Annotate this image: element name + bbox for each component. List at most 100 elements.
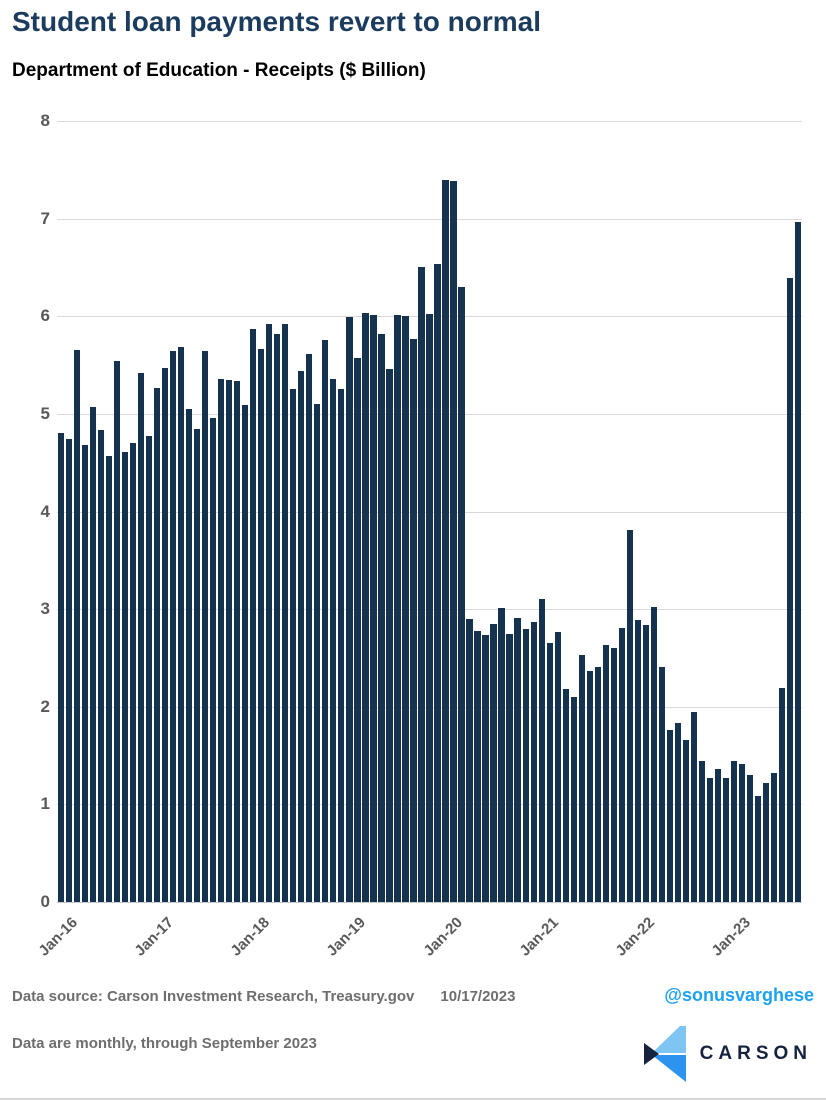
- y-tick-label: 8: [40, 111, 50, 130]
- x-tick-label: Jan-22: [612, 914, 658, 960]
- bar: [442, 179, 449, 902]
- carson-logo-icon: [643, 1026, 686, 1082]
- bar: [250, 328, 257, 902]
- bar: [218, 378, 225, 902]
- bar: [506, 633, 513, 902]
- x-tick-label: Jan-20: [419, 914, 466, 960]
- bar: [602, 645, 609, 902]
- bar: [89, 407, 97, 902]
- x-tick-label: Jan-17: [131, 914, 178, 960]
- bar: [266, 324, 273, 902]
- x-tick-label: Jan-19: [323, 914, 370, 960]
- bar: [362, 313, 369, 902]
- bar: [194, 428, 201, 902]
- bar: [634, 619, 641, 902]
- bar: [514, 617, 521, 902]
- bar: [178, 346, 185, 902]
- bar: [186, 409, 193, 902]
- y-tick-label: 1: [40, 794, 50, 814]
- bar: [722, 778, 729, 902]
- bar: [562, 689, 569, 902]
- bar: [554, 631, 561, 902]
- twitter-handle: @sonusvarghese: [664, 985, 814, 1005]
- bar: [738, 764, 746, 902]
- bar: [770, 773, 778, 902]
- bar: [458, 286, 465, 902]
- bar: [754, 795, 762, 902]
- bar: [378, 333, 385, 902]
- bar: [210, 417, 217, 902]
- bar: [626, 530, 633, 902]
- bar: [322, 339, 329, 902]
- bar: [338, 388, 345, 902]
- bar: [698, 761, 705, 902]
- bar: [730, 761, 738, 902]
- x-axis-line: [57, 902, 802, 903]
- bar: [81, 445, 89, 902]
- bar: [434, 263, 441, 902]
- bar: [546, 643, 553, 902]
- bar: [226, 379, 233, 902]
- bar: [386, 368, 393, 902]
- gridline: [57, 218, 802, 220]
- bar: [306, 354, 313, 902]
- data-note-text: Data are monthly, through September 2023: [12, 1035, 317, 1052]
- bar: [658, 666, 665, 902]
- as-of-date: 10/17/2023: [440, 988, 516, 1005]
- bar: [346, 317, 353, 902]
- bar: [610, 648, 617, 902]
- bar: [97, 430, 105, 902]
- bar: [538, 599, 545, 902]
- bar: [242, 405, 249, 902]
- bar: [794, 221, 802, 902]
- bar: [474, 630, 481, 902]
- bar: [234, 380, 241, 902]
- bar: [490, 623, 497, 902]
- bar: [154, 387, 161, 902]
- chart-subtitle: Department of Education - Receipts ($ Bi…: [12, 60, 426, 81]
- data-source-text: Data source: Carson Investment Research,…: [12, 988, 515, 1005]
- y-tick-label: 2: [40, 696, 50, 716]
- page-title: Student loan payments revert to normal: [12, 6, 541, 37]
- y-tick-label: 6: [40, 306, 50, 326]
- carson-logo-text: CARSON: [699, 1043, 812, 1064]
- bar: [762, 782, 770, 902]
- bar: [370, 315, 377, 902]
- bar: [113, 361, 121, 902]
- bar: [162, 368, 169, 902]
- bar: [330, 378, 337, 902]
- bar: [298, 370, 305, 902]
- gridline: [57, 121, 802, 122]
- bar: [354, 358, 361, 902]
- bar: [314, 404, 321, 902]
- bar: [410, 338, 417, 902]
- bar: [466, 618, 473, 902]
- bar: [498, 608, 505, 902]
- bar: [674, 723, 681, 902]
- bar: [786, 278, 794, 902]
- bar: [418, 267, 425, 902]
- bar: [137, 372, 145, 902]
- bar: [570, 697, 577, 902]
- y-tick-label: 7: [40, 208, 50, 228]
- bar: [57, 433, 65, 902]
- bar: [202, 351, 209, 902]
- bar: [394, 315, 401, 902]
- bar: [706, 778, 713, 902]
- x-tick-label: Jan-21: [516, 914, 562, 960]
- bar: [714, 769, 721, 902]
- x-tick-label: Jan-18: [227, 914, 274, 960]
- bar: [170, 351, 177, 902]
- bar: [129, 443, 137, 902]
- y-tick-label: 0: [40, 892, 50, 911]
- bar: [450, 180, 457, 902]
- bar: [642, 624, 649, 902]
- bar: [746, 775, 754, 902]
- bar: [402, 316, 409, 902]
- bar: [121, 451, 129, 902]
- bar: [778, 688, 786, 902]
- bar: [522, 628, 529, 902]
- bar: [65, 439, 73, 902]
- bar: [690, 711, 697, 902]
